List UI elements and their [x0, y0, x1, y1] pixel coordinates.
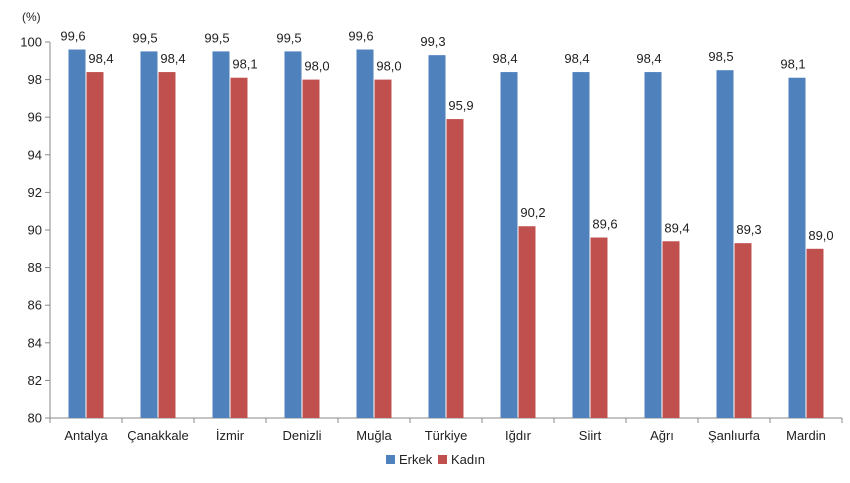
bar-erkek [644, 72, 662, 418]
bar-kadin [518, 226, 536, 418]
bar-kadin [806, 248, 824, 418]
data-label-erkek: 98,4 [492, 51, 517, 66]
data-label-erkek: 99,3 [420, 34, 445, 49]
bar-kadin [230, 77, 248, 418]
bar-erkek [788, 77, 806, 418]
x-category-label: İzmir [216, 428, 245, 443]
y-tick-label: 82 [28, 373, 42, 388]
bar-erkek [284, 51, 302, 419]
x-category-label: Siirt [579, 428, 602, 443]
y-tick-label: 80 [28, 411, 42, 426]
x-category-label: Denizli [282, 428, 321, 443]
data-label-erkek: 98,4 [636, 51, 661, 66]
bar-erkek [716, 70, 734, 418]
x-category-label: Türkiye [425, 428, 468, 443]
data-label-kadin: 89,4 [664, 220, 689, 235]
bar-kadin [86, 72, 104, 418]
data-label-erkek: 99,5 [132, 30, 157, 45]
bar-erkek [212, 51, 230, 419]
legend-label: Erkek [399, 452, 433, 467]
bar-kadin [446, 119, 464, 418]
data-label-kadin: 95,9 [448, 98, 473, 113]
x-category-label: Şanlıurfa [708, 428, 761, 443]
legend-label: Kadın [451, 452, 485, 467]
data-label-erkek: 99,6 [60, 29, 85, 44]
x-category-label: Antalya [64, 428, 108, 443]
data-label-kadin: 98,0 [376, 59, 401, 74]
y-tick-label: 94 [28, 147, 42, 162]
data-label-erkek: 98,4 [564, 51, 589, 66]
bar-kadin [302, 79, 320, 418]
y-tick-label: 90 [28, 223, 42, 238]
bar-erkek [68, 49, 86, 419]
data-label-kadin: 98,4 [160, 51, 185, 66]
bar-kadin [158, 72, 176, 418]
y-tick-label: 88 [28, 260, 42, 275]
y-tick-label: 96 [28, 110, 42, 125]
bar-kadin [590, 237, 608, 418]
data-label-kadin: 98,0 [304, 59, 329, 74]
x-category-label: Ağrı [650, 428, 674, 443]
x-category-label: Iğdır [505, 428, 532, 443]
legend-swatch [438, 455, 447, 464]
x-category-label: Muğla [356, 428, 392, 443]
x-category-label: Mardin [786, 428, 826, 443]
data-label-erkek: 98,1 [780, 57, 805, 72]
bar-kadin [734, 243, 752, 418]
y-tick-label: 86 [28, 298, 42, 313]
y-tick-label: 98 [28, 72, 42, 87]
bar-erkek [428, 55, 446, 418]
y-tick-label: 100 [20, 35, 42, 50]
bar-erkek [356, 49, 374, 419]
y-tick-label: 92 [28, 185, 42, 200]
bar-erkek [140, 51, 158, 419]
data-label-erkek: 99,5 [276, 30, 301, 45]
data-label-erkek: 99,6 [348, 29, 373, 44]
bars [68, 49, 824, 419]
data-label-kadin: 89,0 [808, 228, 833, 243]
legend-swatch [386, 455, 395, 464]
data-label-kadin: 89,6 [592, 217, 617, 232]
data-label-kadin: 89,3 [736, 222, 761, 237]
data-label-kadin: 90,2 [520, 205, 545, 220]
value-labels: 99,698,499,598,499,598,199,598,099,698,0… [60, 29, 833, 243]
y-tick-label: 84 [28, 335, 42, 350]
data-label-kadin: 98,1 [232, 57, 257, 72]
x-category-label: Çanakkale [127, 428, 188, 443]
legend: Erkek Kadın [386, 452, 485, 467]
bar-erkek [572, 72, 590, 418]
data-label-kadin: 98,4 [88, 51, 113, 66]
unit-label: (%) [22, 10, 41, 24]
bar-kadin [662, 241, 680, 418]
bar-erkek [500, 72, 518, 418]
x-axis: Antalya Çanakkale İzmir Denizli Muğla Türkiye… [49, 417, 843, 443]
data-label-erkek: 99,5 [204, 30, 229, 45]
y-axis: 80 82 84 86 88 90 92 94 96 98 100 [20, 35, 51, 426]
data-label-erkek: 98,5 [708, 49, 733, 64]
bar-kadin [374, 79, 392, 418]
